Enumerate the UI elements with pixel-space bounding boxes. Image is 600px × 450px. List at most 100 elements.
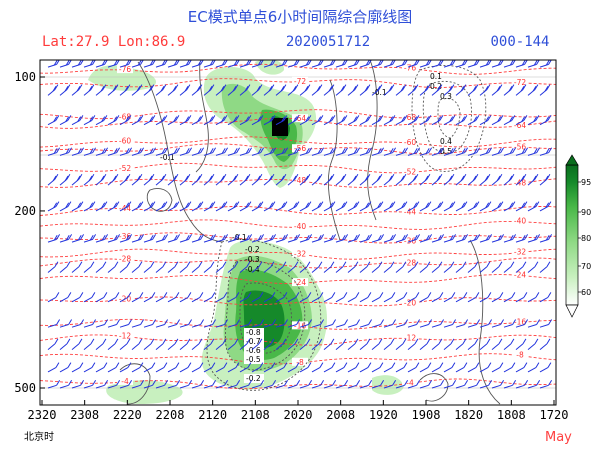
wind-barb [467, 234, 481, 243]
colorbar-tick-label: 80 [581, 234, 591, 243]
isotherm-label-bg [117, 136, 133, 145]
wind-barb [179, 261, 191, 273]
wind-barb [203, 338, 215, 351]
wind-barb [191, 338, 203, 351]
wind-barb [395, 292, 408, 303]
wind-barb [143, 292, 156, 303]
wind-barb [239, 201, 252, 212]
wind-barb [515, 319, 529, 328]
wind-barb [71, 319, 85, 328]
wind-barb [143, 147, 157, 156]
wind-barb [467, 380, 481, 389]
isotherm-line [40, 78, 556, 88]
wind-barb [383, 380, 397, 389]
wind-barb [167, 362, 180, 373]
wind-barb [71, 261, 83, 273]
wind-barb [131, 261, 143, 273]
wind-barb [527, 234, 541, 243]
wind-barb [203, 147, 217, 156]
isotherm-label: -24 [514, 270, 526, 279]
wind-barb [455, 319, 469, 328]
wind-barb [239, 319, 253, 328]
wind-barb [311, 234, 325, 243]
wind-barb [419, 319, 433, 328]
isotherm-label-bg [512, 247, 528, 256]
wind-barb [95, 201, 108, 212]
wind-barb [371, 338, 383, 351]
wind-barb [143, 84, 155, 96]
wind-barb [479, 380, 493, 389]
wind-barb [479, 147, 493, 156]
wind-barb [47, 84, 59, 96]
wind-barb [539, 174, 551, 186]
isotherm-label-bg [402, 258, 418, 267]
wind-barb [287, 362, 300, 373]
x-tick-label: 2208 [156, 408, 185, 422]
wind-barb [467, 338, 479, 351]
wind-barb [203, 261, 215, 273]
wind-barb [503, 292, 516, 303]
wind-barb [107, 261, 119, 273]
wind-barb [527, 115, 540, 126]
isotherm-line [40, 318, 556, 330]
wind-barb [179, 338, 191, 351]
wind-barb [179, 84, 191, 96]
wind-barb [539, 380, 553, 389]
wind-barb [251, 174, 263, 186]
wind-barb [143, 380, 157, 389]
wind-barb [239, 292, 252, 303]
wind-barb [107, 319, 121, 328]
wind-barb [287, 147, 301, 156]
wind-barb [335, 115, 348, 126]
wind-barb [443, 174, 455, 186]
wind-barb [395, 115, 408, 126]
wind-barb [456, 25, 467, 34]
wind-barb [251, 292, 264, 303]
wind-barb [71, 338, 83, 351]
wind-barb [107, 292, 120, 303]
wind-barb [491, 292, 504, 303]
isotherm-label: -72 [514, 78, 526, 87]
wind-barb [419, 261, 431, 273]
wind-barb [431, 147, 445, 156]
wind-barb [119, 84, 131, 96]
wind-barb [299, 261, 311, 273]
wind-barb [95, 261, 107, 273]
wind-barb [191, 174, 203, 186]
wind-barb [371, 174, 383, 186]
x-tick-label: 1808 [497, 408, 526, 422]
wind-barb [347, 380, 361, 389]
wind-barb [480, 25, 491, 34]
isotherm-label: -56 [514, 142, 526, 151]
vv-label: -0.6 [246, 346, 261, 355]
wind-barb [48, 25, 59, 34]
wind-barb [455, 338, 467, 351]
wind-barb [371, 380, 385, 389]
isotherm-label-bg [402, 378, 418, 387]
wind-barb [347, 292, 360, 303]
wind-barb [155, 261, 167, 273]
wind-barb [407, 147, 421, 156]
wind-barb [71, 84, 83, 96]
wind-barb [191, 319, 205, 328]
wind-barb [119, 174, 131, 186]
wind-barb [491, 174, 503, 186]
wind-barb [371, 147, 385, 156]
wind-barb [383, 234, 397, 243]
isotherm-label-bg [402, 138, 418, 147]
wind-barb [539, 338, 551, 351]
wind-barb [131, 338, 143, 351]
wind-barb [491, 234, 505, 243]
wind-barb [383, 362, 396, 373]
wind-barb [503, 115, 516, 126]
wind-barb [516, 25, 527, 34]
wind-barb [455, 292, 468, 303]
wind-barb [119, 234, 133, 243]
isotherm-label-bg [292, 222, 308, 231]
wind-barb [467, 84, 479, 96]
wind-barb [47, 261, 59, 273]
wind-barb [203, 201, 216, 212]
isotherm-line [40, 219, 556, 230]
isotherm-label: -52 [404, 167, 416, 176]
